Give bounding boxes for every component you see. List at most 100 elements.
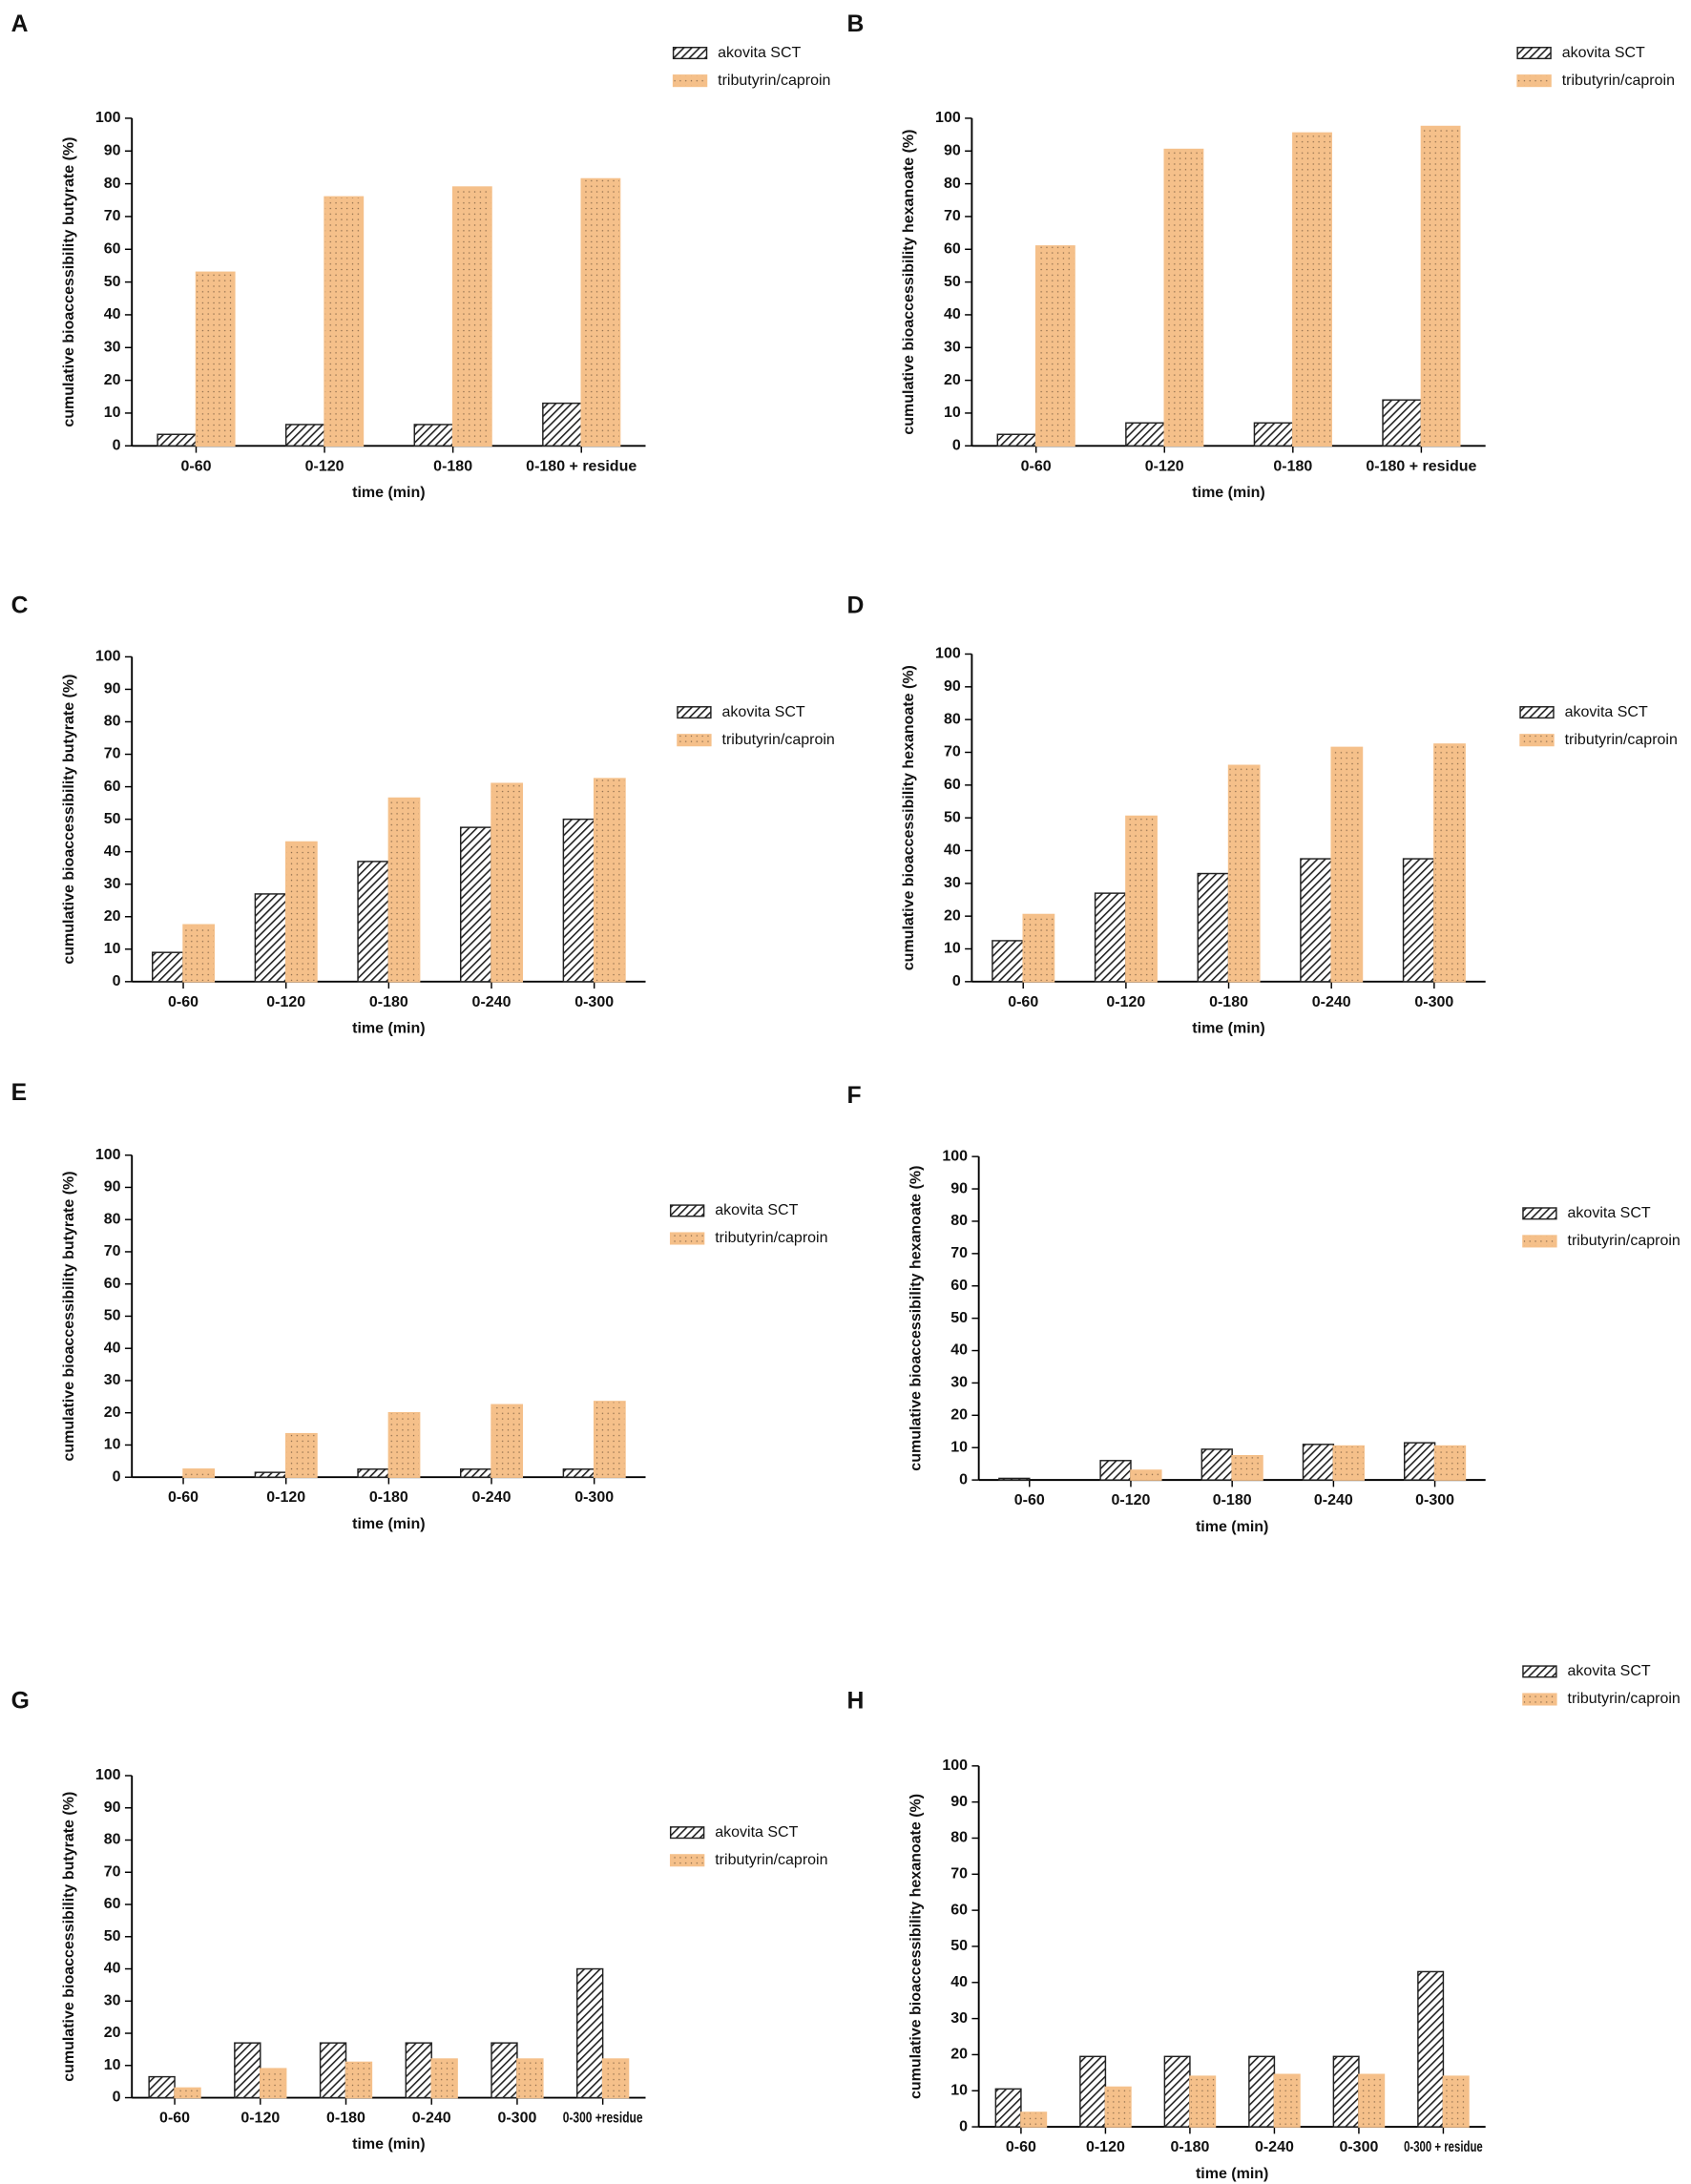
y-tick-label: 40 [104,1961,121,1977]
y-tick-label: 10 [104,2057,121,2073]
bar [254,1471,287,1478]
legend-label: akovita SCT [1568,1663,1651,1679]
bar [593,778,626,983]
panel-label: E [11,1080,28,1106]
y-tick-label: 20 [944,907,961,924]
legend-label: tributyrin/caproin [1568,1233,1681,1249]
y-tick-label: 70 [950,1245,968,1261]
legend-swatch [669,1826,705,1840]
legend-swatch [1519,734,1555,747]
bar [601,2058,630,2099]
y-tick-label: 40 [950,1974,968,1990]
y-tick-label: 50 [104,274,121,290]
bar [1189,2075,1217,2128]
bar [1163,148,1204,447]
y-tick-label: 20 [950,2047,968,2063]
chart-panel: H 0 10 20 30 40 50 60 70 80 90 100 cumulative bioacc… [846,1663,1680,2182]
y-axis-title: cumulative bioaccessibility hexanoate (%… [908,1166,924,1471]
bar [1079,2055,1107,2128]
x-tick-label: 0-300 [574,994,614,1010]
y-tick-label: 60 [104,240,121,257]
y-axis-title: cumulative bioaccessibility butyrate (%) [61,1171,77,1461]
legend-label: akovita SCT [715,1202,798,1218]
y-tick-label: 10 [950,2082,968,2098]
x-tick-label: 0-300 [1415,1492,1454,1508]
legend-swatch [1522,1693,1557,1706]
panel-label: D [846,593,864,619]
legend-label: tributyrin/caproin [718,73,830,89]
y-tick-label: 40 [104,843,121,860]
x-tick-label: 0-240 [412,2111,451,2127]
y-tick-label: 80 [944,711,961,727]
bar [562,818,595,983]
y-tick-label: 20 [950,1407,968,1424]
y-axis-title: cumulative bioaccessibility hexanoate (%… [901,130,917,435]
bar [1302,1444,1335,1481]
x-axis-title: time (min) [1192,485,1264,501]
legend-swatch [672,74,708,88]
panel-label: A [11,11,29,37]
y-tick-label: 0 [959,1471,968,1487]
x-tick-label: 0-120 [1145,458,1184,474]
x-tick-label: 0-180 [1273,458,1312,474]
bar [1253,422,1294,447]
y-tick-label: 100 [942,1148,968,1164]
bar [148,2075,176,2099]
bar [459,1468,492,1478]
y-tick-label: 90 [104,142,121,158]
bar [1197,872,1230,983]
y-tick-label: 30 [944,875,961,891]
bar [152,951,184,983]
y-tick-label: 50 [950,1310,968,1326]
bar [1034,245,1075,447]
x-axis-title: time (min) [1192,1021,1264,1037]
panel-label: G [11,1688,30,1714]
bar [516,2058,544,2099]
bar [1099,1460,1132,1481]
y-tick-label: 50 [944,274,961,290]
y-tick-label: 0 [113,437,121,453]
legend-swatch [1516,74,1552,88]
x-tick-label: 0-60 [1014,1492,1045,1508]
x-tick-label: 0-60 [1006,2139,1036,2155]
bar [1231,1454,1263,1481]
legend-swatch [677,734,712,747]
bar [1330,746,1364,983]
bar [1022,913,1055,983]
bar [324,196,365,447]
y-tick-label: 80 [950,1213,968,1229]
bar [1420,125,1461,447]
bar [1433,1445,1467,1481]
y-tick-label: 50 [104,811,121,827]
bar [319,2042,347,2099]
x-tick-label: 0-300 [574,1489,614,1506]
y-tick-label: 80 [944,176,961,192]
bar [1433,743,1466,983]
bar [491,2042,518,2099]
bar [491,782,524,983]
legend-label: tributyrin/caproin [1562,73,1675,89]
y-tick-label: 70 [104,1243,121,1259]
y-tick-label: 90 [944,678,961,695]
y-tick-label: 60 [104,1896,121,1912]
bar [593,1401,626,1478]
x-tick-label: 0-60 [180,458,211,474]
bar [1200,1448,1233,1481]
bar [405,2042,432,2099]
chart-panel: E 0 10 20 30 40 50 60 70 80 90 100 cumulative bioacc… [11,1080,828,1532]
bar [1227,764,1261,983]
legend-label: tributyrin/caproin [715,1230,827,1246]
y-tick-label: 0 [113,973,121,989]
chart-panel: B 0 10 20 30 40 50 60 70 80 90 100 cumulative bioacc… [846,11,1675,501]
x-tick-label: 0-300 [1414,994,1453,1010]
legend-label: tributyrin/caproin [1568,1691,1681,1707]
bar [182,1468,216,1478]
legend-swatch [1516,47,1552,60]
bar [1094,892,1127,983]
y-tick-label: 0 [113,2090,121,2106]
y-tick-label: 60 [944,240,961,257]
y-tick-label: 70 [944,208,961,224]
x-tick-label: 0-300 [1339,2139,1378,2155]
y-tick-label: 10 [944,941,961,957]
